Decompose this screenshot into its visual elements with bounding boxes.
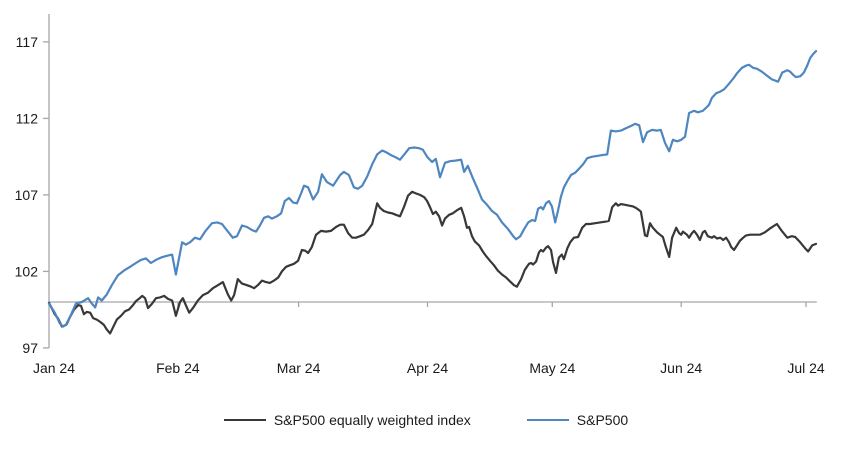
series-line-sp500	[47, 49, 818, 328]
y-tick-label: 107	[15, 187, 39, 203]
legend-label-equal-weight: S&P500 equally weighted index	[273, 412, 471, 428]
legend: S&P500 equally weighted index S&P500	[0, 412, 852, 428]
chart-svg: 117 112 107 102 97 Jan 24 Feb 24 Mar 24 Apr 24 M…	[15, 14, 825, 376]
legend-line-sample	[526, 419, 569, 421]
x-tick-label: Mar 24	[277, 360, 321, 376]
y-tick-label: 112	[16, 110, 39, 126]
y-tick-label: 102	[15, 263, 39, 279]
series-line-equal-weight	[47, 190, 818, 335]
x-tick-label: Feb 24	[156, 360, 200, 376]
legend-label-sp500: S&P500	[576, 412, 629, 428]
legend-line-sample	[223, 419, 266, 421]
x-axis-ticks: Jan 24 Feb 24 Mar 24 Apr 24 May 24 Jun 24 Jul …	[33, 302, 825, 376]
x-tick-label: May 24	[529, 360, 575, 376]
y-tick-label: 97	[22, 340, 38, 356]
x-tick-label: Jul 24	[787, 360, 825, 376]
legend-item-sp500: S&P500	[526, 412, 629, 428]
legend-item-equal-weight: S&P500 equally weighted index	[223, 412, 471, 428]
y-tick-label: 117	[16, 34, 39, 50]
x-tick-label: Jan 24	[33, 360, 75, 376]
y-axis-ticks: 117 112 107 102 97	[15, 34, 49, 356]
x-tick-label: Apr 24	[407, 360, 448, 376]
x-tick-label: Jun 24	[660, 360, 702, 376]
